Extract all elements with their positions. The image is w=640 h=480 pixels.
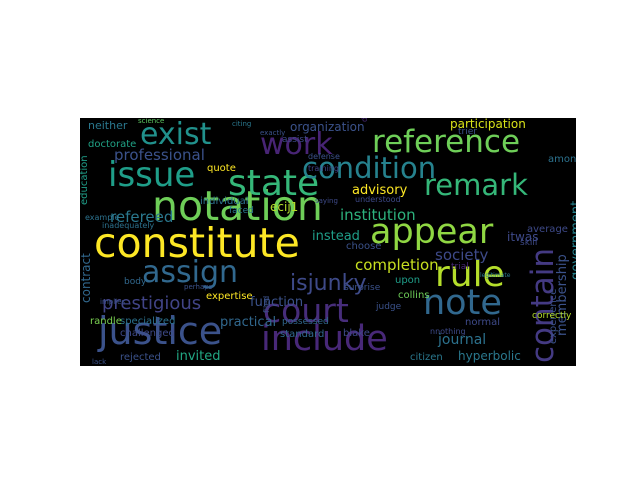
- word-quote: quote: [207, 163, 236, 174]
- word-lack: lack: [92, 358, 107, 366]
- word-training: training: [308, 164, 339, 173]
- word-professional: professional: [114, 146, 205, 164]
- word-saying: saying: [315, 197, 338, 205]
- word-assist: assist: [282, 135, 308, 145]
- word-possessed: possessed: [282, 317, 329, 327]
- word-prestigious: prestigious: [102, 293, 202, 314]
- word-degree: degree: [360, 118, 369, 122]
- word-include: include: [261, 319, 388, 359]
- word-cloud: constitute notation justice include state iss…: [80, 118, 576, 366]
- word-issue: issue: [108, 155, 196, 195]
- word-constitute: constitute: [94, 219, 300, 267]
- word-faced: faced: [229, 206, 254, 216]
- word-individual: individual: [200, 196, 249, 207]
- word-normal: normal: [465, 317, 501, 328]
- word-condition: condition: [302, 151, 437, 185]
- word-perhaps: perhaps: [184, 283, 213, 291]
- word-randle: randle: [90, 316, 122, 327]
- word-inadequately: inadequately: [102, 221, 155, 230]
- word-remark: remark: [424, 168, 528, 202]
- word-society: society: [435, 246, 489, 264]
- word-government: government: [569, 200, 576, 280]
- word-completion: completion: [355, 256, 439, 274]
- word-body: body: [124, 277, 147, 287]
- word-trier: trier: [458, 127, 477, 137]
- word-invited: invited: [176, 349, 221, 364]
- word-participation: participation: [450, 118, 526, 131]
- word-science: science: [138, 118, 165, 125]
- word-itwas: itwas: [507, 230, 539, 244]
- word-practical: practical: [220, 315, 277, 330]
- word-function: function: [250, 295, 304, 310]
- word-trial: trial: [451, 262, 469, 272]
- word-exist: exist: [140, 118, 212, 152]
- word-legitimate: legitimate: [480, 272, 511, 279]
- word-education: education: [80, 155, 90, 205]
- word-correctly: correctly: [532, 311, 572, 321]
- word-notation: notation: [152, 182, 323, 230]
- word-challenged: challenged: [120, 328, 175, 339]
- word-journal: journal: [438, 332, 487, 348]
- word-understood: understood: [355, 195, 401, 204]
- word-note: note: [423, 283, 502, 323]
- word-example: example: [85, 213, 120, 222]
- word-expertise: expertise: [206, 291, 253, 302]
- word-citizen: citizen: [410, 352, 443, 363]
- word-average: average: [527, 224, 568, 235]
- word-nnothing: nnothing: [430, 327, 466, 336]
- word-court: court: [263, 291, 349, 330]
- word-blake: blake: [343, 328, 370, 339]
- word-hyperbolic: hyperbolic: [458, 349, 521, 363]
- word-skill: skill: [520, 238, 538, 248]
- word-rule: rule: [435, 254, 505, 295]
- word-ecij1: ecij1: [270, 200, 299, 214]
- word-among: among: [548, 154, 576, 165]
- word-organization: organization: [290, 120, 365, 134]
- word-defense: defense: [308, 152, 340, 161]
- word-doctorate: doctorate: [88, 139, 137, 150]
- word-specialized: specialized: [120, 316, 176, 327]
- word-isjunky: isjunky: [290, 271, 367, 296]
- word-standard: standard: [280, 329, 325, 340]
- word-assign: assign: [142, 255, 239, 290]
- word-appear: appear: [370, 212, 494, 252]
- word-neither: neither: [88, 119, 128, 132]
- word-surprise: surprise: [344, 283, 381, 293]
- word-judge: judge: [376, 302, 402, 312]
- word-filed: filed: [262, 295, 271, 313]
- word-justice: justice: [98, 309, 223, 353]
- word-contract: contract: [80, 253, 93, 303]
- word-reference: reference: [372, 124, 521, 160]
- word-citing: citing: [232, 120, 252, 128]
- word-upon: upon: [395, 275, 421, 286]
- word-exactly: exactly: [260, 129, 286, 137]
- word-instead: instead: [312, 229, 360, 244]
- word-institution: institution: [340, 206, 416, 224]
- word-implies: implies: [100, 298, 126, 306]
- word-collins: collins: [398, 290, 430, 301]
- word-advisory: advisory: [352, 183, 408, 198]
- word-refereed: refereed: [110, 208, 174, 226]
- word-work: work: [260, 127, 333, 162]
- word-state: state: [228, 163, 320, 204]
- word-rejected: rejected: [120, 352, 161, 363]
- word-choose: choose: [346, 241, 382, 252]
